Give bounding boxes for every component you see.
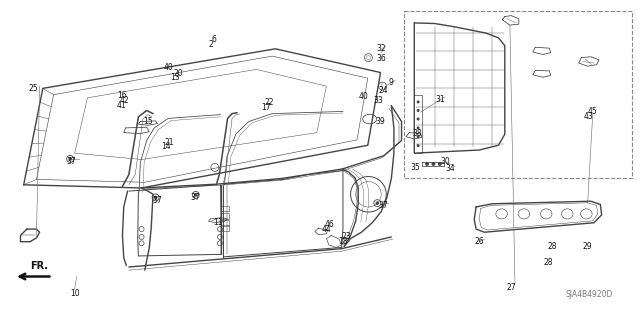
Text: 34: 34 <box>445 165 456 174</box>
Text: 27: 27 <box>506 283 516 292</box>
Circle shape <box>425 162 429 166</box>
Text: 38: 38 <box>413 129 422 138</box>
Text: 24: 24 <box>379 86 388 95</box>
Text: 33: 33 <box>373 97 383 106</box>
Text: 37: 37 <box>379 201 388 210</box>
Text: 11: 11 <box>213 218 223 227</box>
Circle shape <box>417 144 420 147</box>
Text: 41: 41 <box>116 101 126 110</box>
Bar <box>221 220 229 226</box>
Circle shape <box>194 193 198 197</box>
Text: 28: 28 <box>548 242 557 251</box>
Circle shape <box>417 100 420 103</box>
Text: 36: 36 <box>376 55 386 63</box>
Text: 13: 13 <box>170 73 180 82</box>
Circle shape <box>417 135 420 138</box>
Circle shape <box>417 117 420 121</box>
Text: 6: 6 <box>211 35 216 44</box>
Circle shape <box>438 162 442 166</box>
Text: 22: 22 <box>264 98 274 107</box>
Text: 17: 17 <box>261 103 271 112</box>
Circle shape <box>431 162 435 166</box>
Text: 23: 23 <box>341 233 351 241</box>
Text: FR.: FR. <box>31 261 49 271</box>
Circle shape <box>154 196 157 199</box>
Text: 37: 37 <box>67 157 76 166</box>
Text: 9: 9 <box>389 78 394 87</box>
Circle shape <box>417 109 420 112</box>
Text: 37: 37 <box>152 196 163 205</box>
Circle shape <box>68 157 72 160</box>
Text: 39: 39 <box>376 117 385 126</box>
Text: 16: 16 <box>118 91 127 100</box>
Text: 29: 29 <box>583 242 593 251</box>
Bar <box>404 11 632 178</box>
Text: 31: 31 <box>435 95 445 104</box>
Text: 20: 20 <box>173 69 183 78</box>
Text: 37: 37 <box>191 193 200 202</box>
Text: 28: 28 <box>543 258 553 267</box>
Text: 26: 26 <box>474 237 484 246</box>
Circle shape <box>417 126 420 130</box>
Text: 14: 14 <box>161 142 171 151</box>
Text: 40: 40 <box>163 63 173 72</box>
Text: 45: 45 <box>588 107 597 116</box>
Bar <box>221 213 229 219</box>
Text: SJA4B4920D: SJA4B4920D <box>566 290 613 299</box>
Text: 40: 40 <box>358 92 368 101</box>
Circle shape <box>376 201 379 205</box>
Text: 18: 18 <box>338 237 348 246</box>
Text: 46: 46 <box>324 220 335 229</box>
Text: 21: 21 <box>165 137 174 147</box>
Text: 42: 42 <box>120 97 129 106</box>
Bar <box>221 205 229 211</box>
Text: 25: 25 <box>28 84 38 93</box>
Text: 2: 2 <box>208 40 212 48</box>
Text: 44: 44 <box>321 225 332 234</box>
Text: 35: 35 <box>411 163 420 172</box>
Text: 32: 32 <box>376 44 386 53</box>
Bar <box>221 226 229 231</box>
Text: 15: 15 <box>143 117 153 126</box>
Text: 43: 43 <box>584 112 594 121</box>
Text: 30: 30 <box>441 157 451 166</box>
Text: 10: 10 <box>70 289 79 298</box>
